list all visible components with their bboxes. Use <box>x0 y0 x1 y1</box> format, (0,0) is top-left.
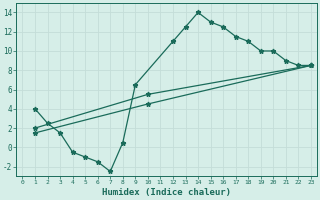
X-axis label: Humidex (Indice chaleur): Humidex (Indice chaleur) <box>102 188 231 197</box>
